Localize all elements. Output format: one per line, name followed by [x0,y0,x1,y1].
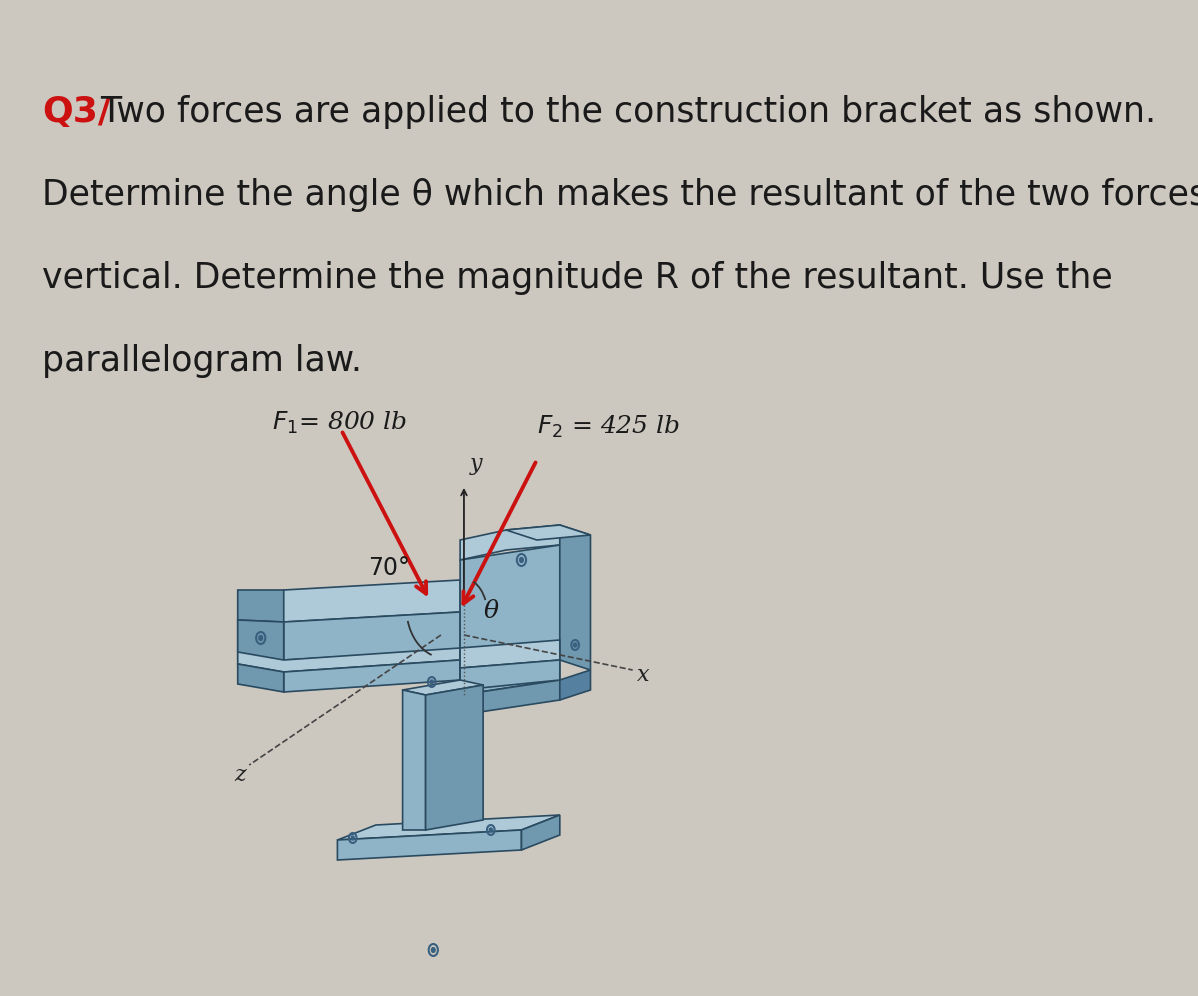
Polygon shape [284,612,460,660]
Polygon shape [237,648,460,672]
Text: parallelogram law.: parallelogram law. [42,344,362,378]
Polygon shape [521,815,559,850]
Circle shape [430,680,434,684]
Polygon shape [559,525,591,670]
Text: Two forces are applied to the construction bracket as shown.: Two forces are applied to the constructi… [90,95,1156,129]
Text: Determine the angle θ which makes the resultant of the two forces: Determine the angle θ which makes the re… [42,178,1198,212]
Polygon shape [338,830,521,860]
Polygon shape [403,690,425,830]
Circle shape [489,828,492,832]
Circle shape [520,558,524,563]
Text: 70°: 70° [368,556,410,580]
Polygon shape [460,640,559,668]
Text: $F_2$ = 425 lb: $F_2$ = 425 lb [537,413,680,440]
Text: z: z [234,764,246,786]
Polygon shape [460,545,559,695]
Polygon shape [237,580,460,652]
Text: θ: θ [483,600,498,623]
Text: x: x [636,664,649,686]
Polygon shape [460,680,559,715]
Circle shape [351,836,355,840]
Polygon shape [338,815,559,840]
Polygon shape [403,680,483,695]
Text: $F_1$= 800 lb: $F_1$= 800 lb [272,410,407,436]
Polygon shape [460,525,559,560]
Text: Q3/: Q3/ [42,95,111,129]
Polygon shape [460,660,559,690]
Text: vertical. Determine the magnitude R of the resultant. Use the: vertical. Determine the magnitude R of t… [42,261,1113,295]
Polygon shape [559,670,591,700]
Polygon shape [425,685,483,830]
Circle shape [259,635,262,640]
Polygon shape [237,590,284,622]
Polygon shape [237,664,284,692]
Polygon shape [237,620,284,660]
Circle shape [574,643,576,647]
Polygon shape [506,525,591,540]
Polygon shape [284,660,460,692]
Circle shape [431,947,435,952]
Text: y: y [470,453,483,475]
